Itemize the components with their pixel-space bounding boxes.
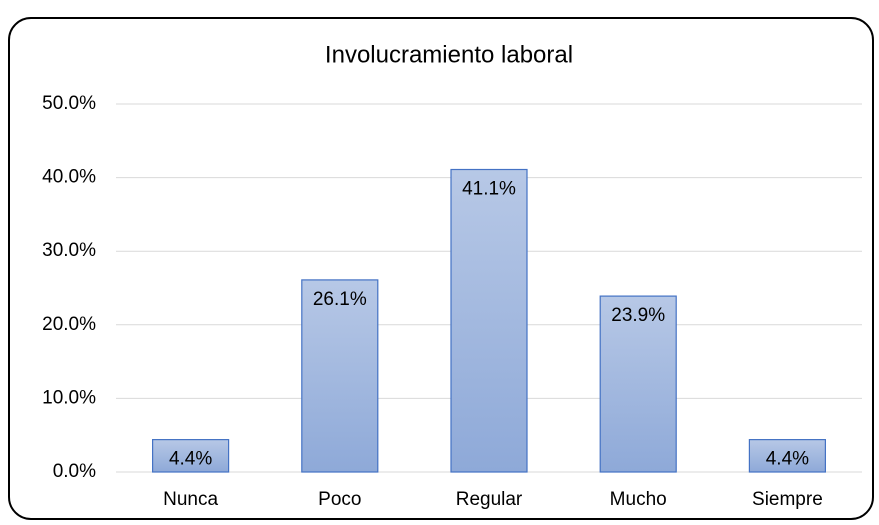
chart-border bbox=[8, 17, 874, 520]
x-tick-label: Nunca bbox=[163, 489, 218, 510]
y-tick-label: 40.0% bbox=[42, 167, 96, 188]
y-tick-label: 50.0% bbox=[42, 93, 96, 114]
bar bbox=[152, 439, 230, 473]
bar bbox=[301, 279, 379, 473]
data-label: 4.4% bbox=[169, 449, 212, 470]
y-tick-label: 0.0% bbox=[53, 461, 96, 482]
data-label: 23.9% bbox=[611, 305, 665, 326]
chart-title: Involucramiento laboral bbox=[325, 41, 573, 68]
y-tick-label: 30.0% bbox=[42, 240, 96, 261]
x-tick-label: Siempre bbox=[752, 489, 823, 510]
data-label: 41.1% bbox=[462, 179, 516, 200]
bar bbox=[748, 439, 827, 473]
data-label: 4.4% bbox=[766, 449, 809, 470]
data-label: 26.1% bbox=[313, 289, 367, 310]
y-tick-label: 20.0% bbox=[42, 314, 96, 335]
x-tick-label: Mucho bbox=[610, 489, 667, 510]
bar bbox=[450, 168, 528, 473]
x-tick-label: Poco bbox=[318, 489, 361, 510]
bar bbox=[599, 295, 677, 473]
y-tick-label: 10.0% bbox=[42, 387, 96, 408]
x-tick-label: Regular bbox=[456, 489, 523, 510]
